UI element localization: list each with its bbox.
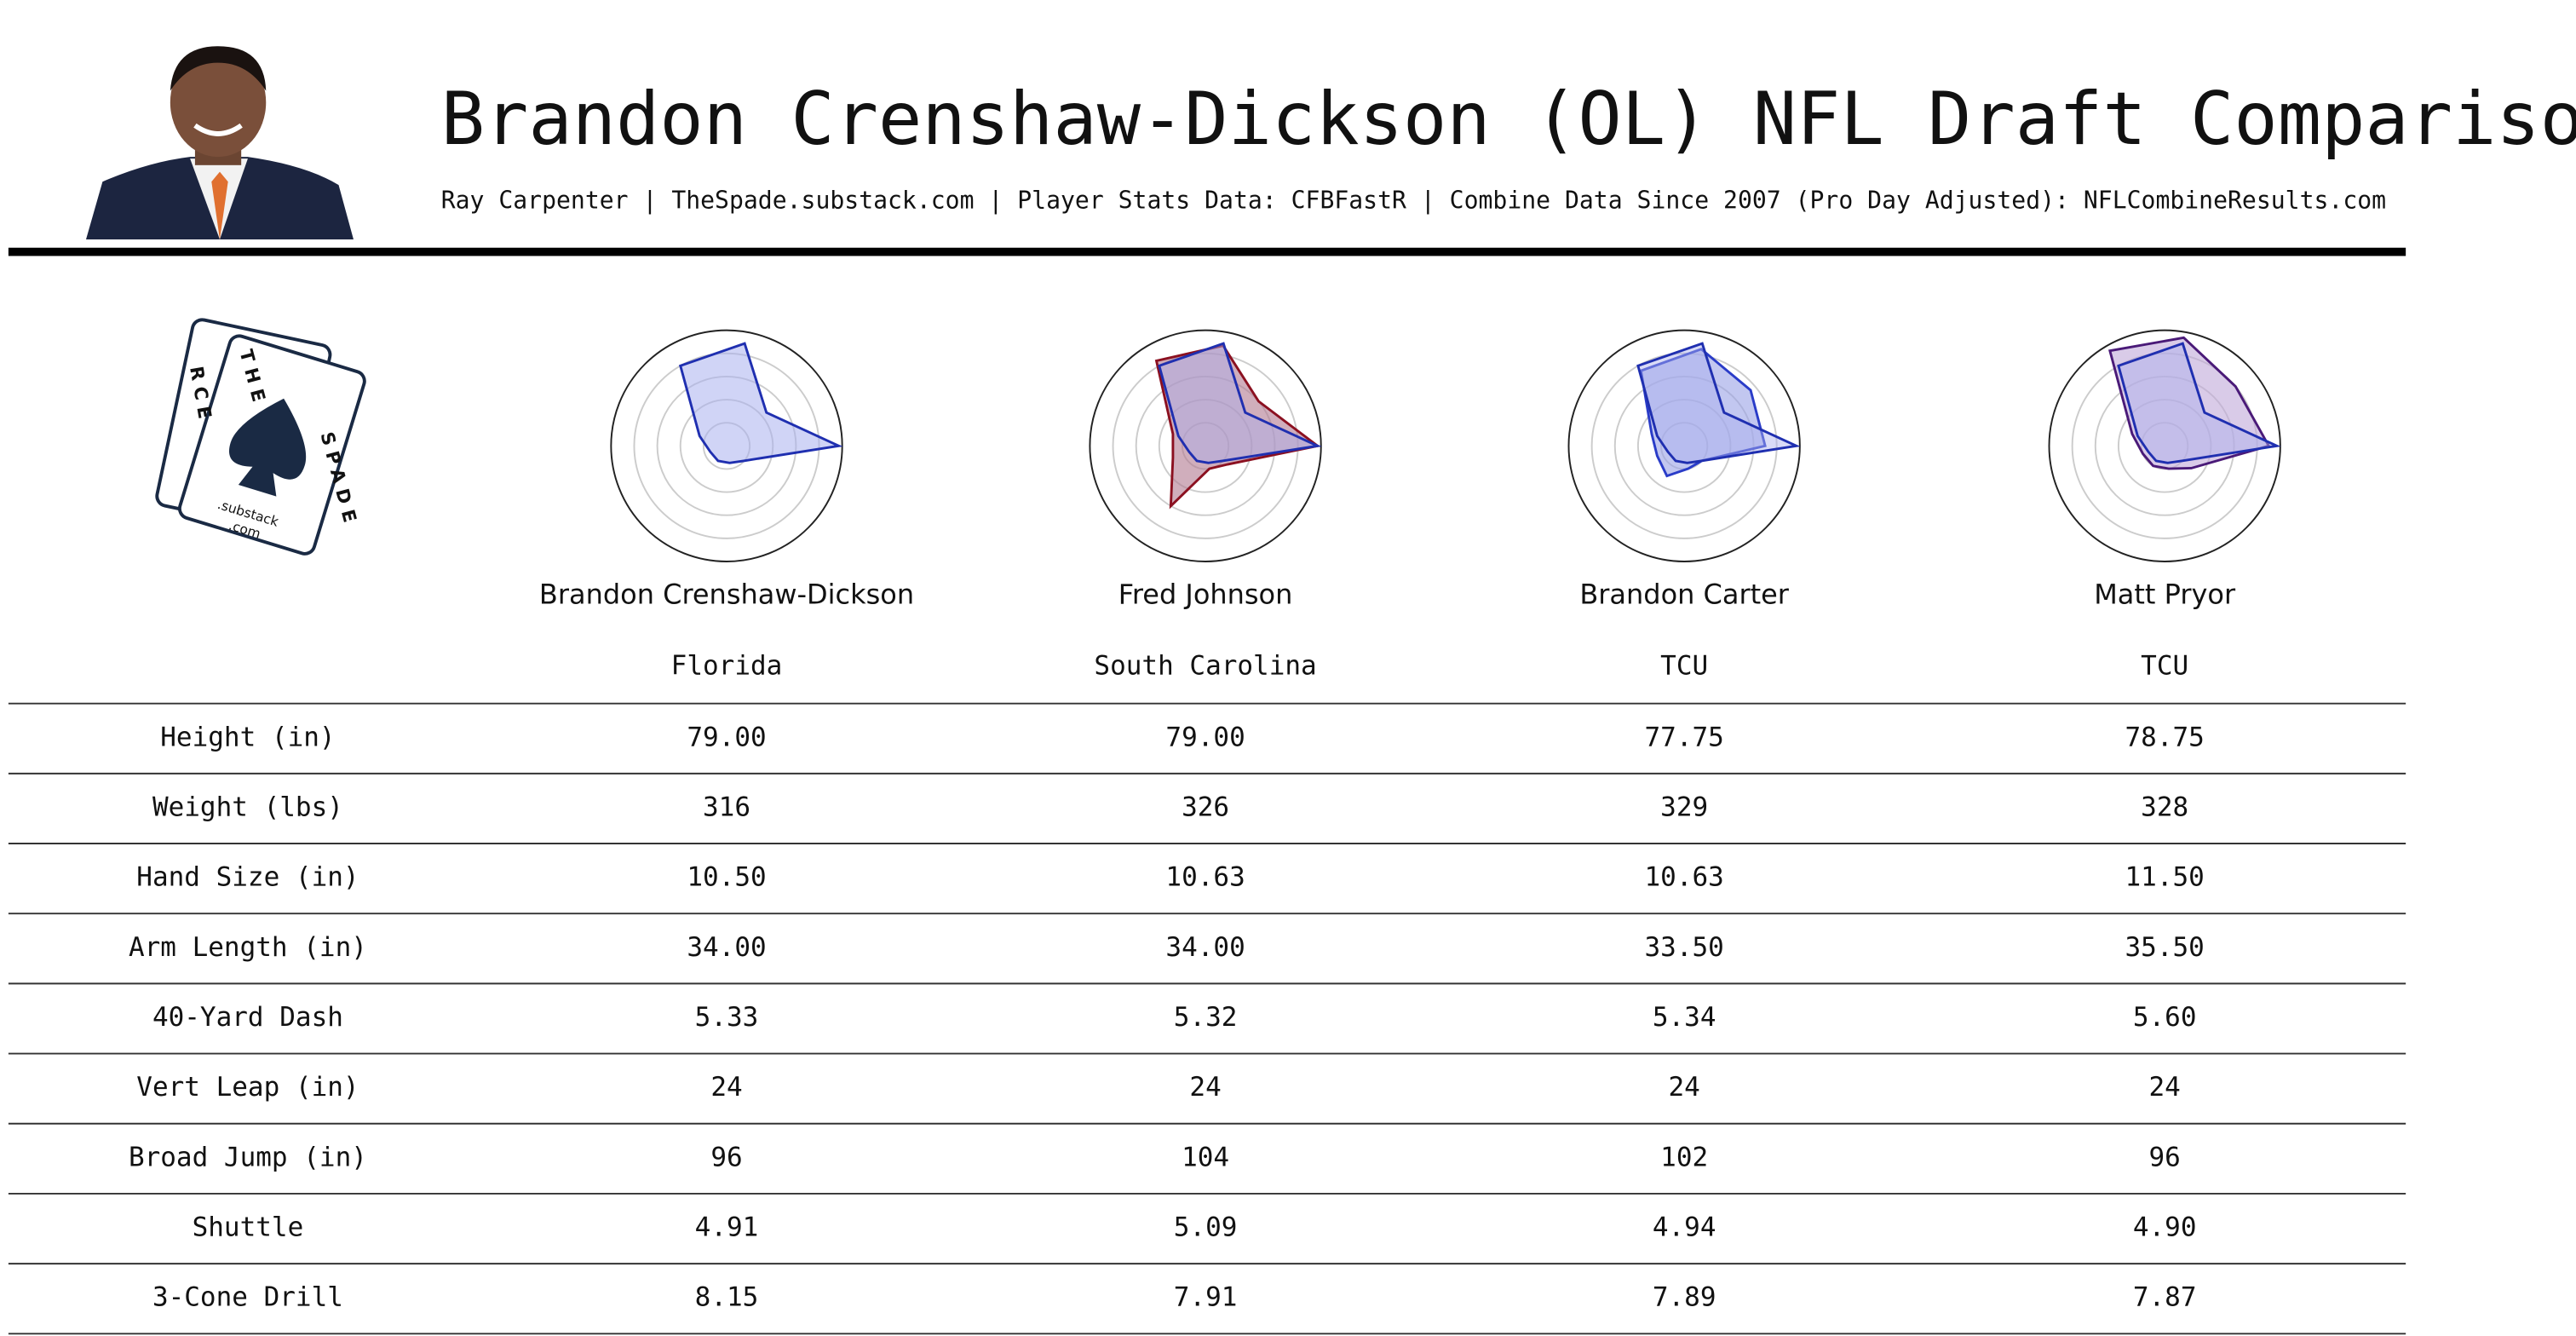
cell-value: 10.63 — [1165, 862, 1245, 893]
cell-value: 4.94 — [1653, 1212, 1716, 1243]
cell-value: 5.32 — [1174, 1002, 1238, 1033]
cell-value: 35.50 — [2125, 932, 2205, 963]
row-label: Vert Leap (in) — [136, 1072, 359, 1103]
player-school: TCU — [1660, 651, 1708, 682]
cell-value: 328 — [2141, 792, 2188, 822]
radar-ring — [1089, 329, 1322, 562]
cell-value: 5.60 — [2133, 1002, 2197, 1033]
radar-ring — [2048, 329, 2281, 562]
cell-value: 4.90 — [2133, 1212, 2197, 1243]
radar-shape — [1639, 348, 1767, 478]
radar-shape — [1154, 344, 1321, 510]
radar-chart: Brandon Crenshaw-Dickson Florida — [539, 329, 914, 682]
cell-value: 11.50 — [2125, 862, 2205, 893]
cell-value: 24 — [1669, 1072, 1700, 1103]
player-school: South Carolina — [1094, 651, 1316, 682]
cell-value: 33.50 — [1645, 932, 1724, 963]
radar-chart: Matt Pryor TCU — [2048, 329, 2281, 682]
radar-shape — [1158, 342, 1322, 464]
cell-value: 326 — [1182, 792, 1229, 822]
title: Brandon Crenshaw-Dickson (OL) NFL Draft … — [441, 78, 2576, 162]
player-name: Brandon Carter — [1579, 579, 1789, 611]
cell-value: 7.89 — [1653, 1282, 1716, 1313]
cell-value: 5.33 — [695, 1002, 759, 1033]
cell-value: 7.91 — [1174, 1282, 1238, 1313]
row-label: Arm Length (in) — [129, 932, 367, 963]
cell-value: 77.75 — [1645, 722, 1724, 752]
cell-value: 79.00 — [687, 722, 766, 752]
cell-value: 316 — [703, 792, 750, 822]
radar-chart: Brandon Carter TCU — [1567, 329, 1801, 682]
subtitle: Ray Carpenter | TheSpade.substack.com | … — [441, 186, 2386, 214]
radar-chart: Fred Johnson South Carolina — [1089, 329, 1322, 682]
cell-value: 34.00 — [687, 932, 766, 963]
radar-shape — [2117, 342, 2281, 464]
cell-value: 96 — [2149, 1142, 2181, 1172]
cell-value: 78.75 — [2125, 722, 2205, 752]
player-school: TCU — [2141, 651, 2188, 682]
cell-value: 104 — [1182, 1142, 1229, 1172]
player-name: Fred Johnson — [1118, 579, 1293, 611]
cell-value: 5.34 — [1653, 1002, 1716, 1033]
player-name: Matt Pryor — [2094, 579, 2236, 611]
header-rule — [8, 247, 2406, 256]
row-label: Broad Jump (in) — [129, 1142, 367, 1172]
cell-value: 24 — [2149, 1072, 2181, 1103]
player-photo — [85, 46, 354, 240]
cell-value: 24 — [710, 1072, 742, 1103]
row-label: Hand Size (in) — [136, 862, 359, 893]
radar-shape — [1636, 342, 1801, 464]
row-label: 3-Cone Drill — [152, 1282, 343, 1313]
cell-value: 24 — [1189, 1072, 1221, 1103]
row-label: Weight (lbs) — [152, 792, 343, 822]
cell-value: 5.09 — [1174, 1212, 1238, 1243]
radar-shape — [2108, 336, 2271, 470]
cell-value: 7.87 — [2133, 1282, 2197, 1313]
player-school: Florida — [671, 651, 783, 682]
cell-value: 8.15 — [695, 1282, 759, 1313]
cell-value: 10.50 — [687, 862, 766, 893]
cell-value: 10.63 — [1645, 862, 1724, 893]
radar-ring — [1567, 329, 1801, 562]
cell-value: 4.91 — [695, 1212, 759, 1243]
cell-value: 79.00 — [1165, 722, 1245, 752]
cell-value: 329 — [1660, 792, 1708, 822]
radar-ring — [1590, 352, 1778, 539]
radar-shape — [678, 342, 843, 464]
cell-value: 34.00 — [1165, 932, 1245, 963]
row-label: Shuttle — [193, 1212, 304, 1243]
row-label: Height (in) — [160, 722, 335, 752]
cell-value: 102 — [1660, 1142, 1708, 1172]
row-label: 40-Yard Dash — [152, 1002, 343, 1033]
cell-value: 96 — [710, 1142, 742, 1172]
player-name: Brandon Crenshaw-Dickson — [539, 579, 914, 611]
logo: RCE THE SPADE .substack .com — [155, 318, 366, 556]
radar-ring — [610, 329, 843, 562]
